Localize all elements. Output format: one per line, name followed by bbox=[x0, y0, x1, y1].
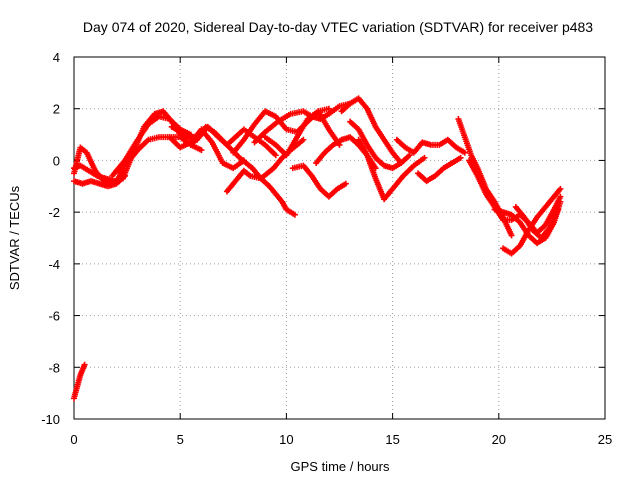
x-tick-labels: 0 5 10 15 20 25 bbox=[70, 432, 612, 447]
data-point bbox=[421, 154, 428, 161]
x-tick-label: 10 bbox=[279, 432, 293, 447]
series-arc-i bbox=[251, 100, 354, 146]
y-tick-label: -2 bbox=[48, 205, 60, 220]
data-point bbox=[557, 185, 564, 192]
series-arc-v bbox=[512, 203, 562, 241]
series-arc-k bbox=[289, 162, 349, 200]
y-tick-label: 2 bbox=[53, 102, 60, 117]
data-point bbox=[198, 147, 205, 154]
data-point bbox=[406, 152, 413, 159]
data-point bbox=[555, 206, 562, 213]
data-point bbox=[461, 149, 468, 156]
series-arc-early-mid bbox=[71, 162, 126, 185]
y-tick-label: 0 bbox=[53, 153, 60, 168]
x-tick-label: 5 bbox=[177, 432, 184, 447]
series-arc-o bbox=[355, 136, 428, 203]
y-axis-label: SDTVAR / TECUs bbox=[7, 185, 22, 290]
chart-title: Day 074 of 2020, Sidereal Day-to-day VTE… bbox=[83, 19, 593, 35]
series-arc-m bbox=[338, 95, 405, 167]
x-tick-label: 0 bbox=[70, 432, 77, 447]
x-tick-label: 15 bbox=[385, 432, 399, 447]
series-arc-n bbox=[347, 118, 413, 172]
x-tick-label: 20 bbox=[492, 432, 506, 447]
data-point bbox=[557, 198, 564, 205]
data-point bbox=[342, 180, 349, 187]
y-tick-label: -6 bbox=[48, 309, 60, 324]
data-point bbox=[300, 136, 307, 143]
data-point bbox=[457, 154, 464, 161]
data-point bbox=[291, 211, 298, 218]
series-arc-start-low bbox=[71, 361, 88, 402]
series-arc-p bbox=[393, 136, 468, 156]
series-arc-q bbox=[415, 154, 464, 185]
axis-ticks bbox=[73, 56, 606, 420]
x-axis-label: GPS time / hours bbox=[291, 459, 390, 474]
data-point bbox=[557, 193, 564, 200]
data-point bbox=[272, 152, 279, 159]
series-arc-u bbox=[500, 185, 564, 257]
x-tick-label: 25 bbox=[598, 432, 612, 447]
y-tick-label: -10 bbox=[41, 412, 60, 427]
data-point bbox=[508, 232, 515, 239]
data-point bbox=[81, 361, 88, 368]
series-arc-j bbox=[262, 108, 343, 159]
plot-frame bbox=[73, 56, 606, 420]
data-points bbox=[71, 95, 564, 402]
data-point bbox=[325, 105, 332, 112]
y-tick-label: -8 bbox=[48, 360, 60, 375]
y-tick-label: 4 bbox=[53, 50, 60, 65]
y-tick-labels: -10 -8 -6 -4 -2 0 2 4 bbox=[41, 50, 60, 427]
y-tick-label: -4 bbox=[48, 257, 60, 272]
series-arc-c bbox=[113, 134, 205, 174]
